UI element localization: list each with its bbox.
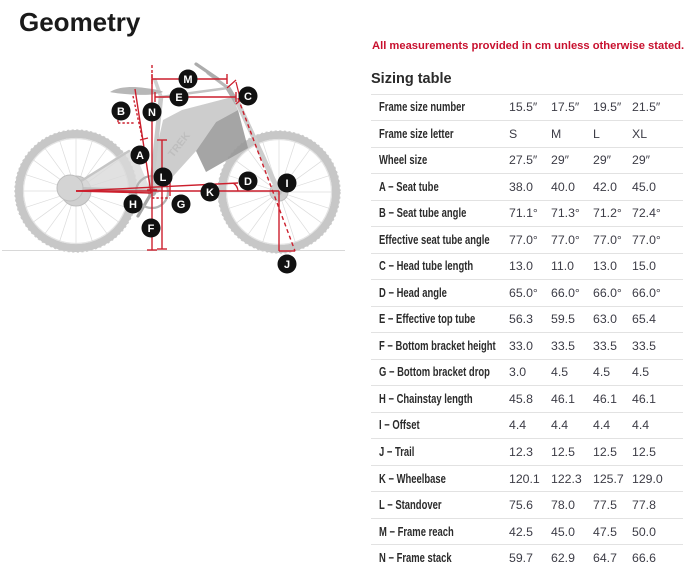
svg-text:G: G — [177, 199, 186, 211]
svg-text:M: M — [183, 74, 192, 86]
svg-text:C: C — [244, 91, 252, 103]
svg-text:E: E — [175, 92, 182, 104]
svg-text:I: I — [285, 178, 288, 190]
svg-text:L: L — [160, 172, 167, 184]
svg-text:D: D — [244, 176, 252, 188]
svg-text:H: H — [129, 199, 137, 211]
svg-text:B: B — [117, 106, 125, 118]
svg-text:A: A — [136, 150, 144, 162]
svg-text:J: J — [284, 259, 290, 271]
svg-text:N: N — [148, 107, 156, 119]
svg-text:F: F — [148, 223, 155, 235]
svg-text:K: K — [206, 187, 214, 199]
